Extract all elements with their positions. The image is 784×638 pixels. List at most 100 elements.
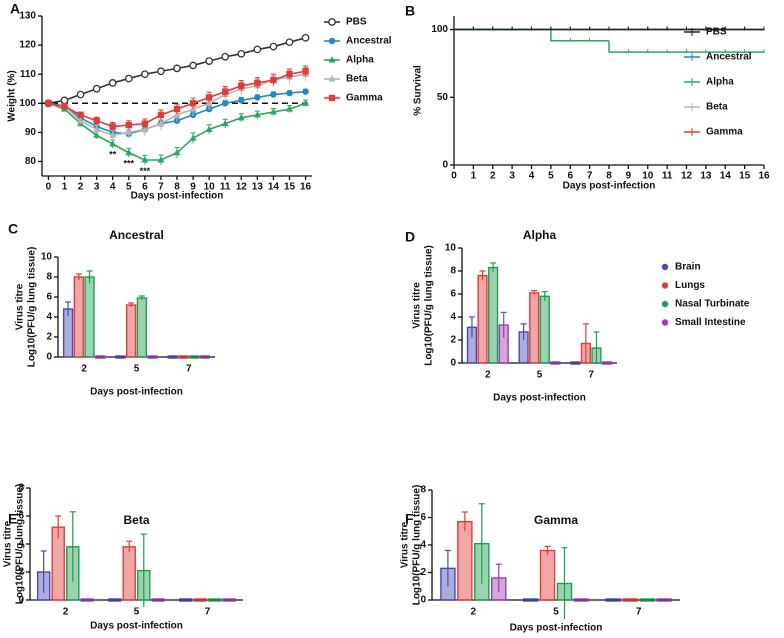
marker <box>221 119 229 127</box>
y-axis-label: Virus titre <box>15 283 26 330</box>
x-tick-label: 4 <box>529 171 535 182</box>
chart-title: Alpha <box>523 228 557 242</box>
y-tick-label: 2 <box>420 567 426 578</box>
bar <box>605 598 621 602</box>
y-tick-label: 80 <box>25 156 37 167</box>
y-tick-label: 2 <box>46 332 52 343</box>
y-tick-label: 8 <box>18 483 24 494</box>
marker <box>141 70 149 79</box>
marker <box>157 111 165 119</box>
marker <box>109 140 117 147</box>
bar <box>178 598 193 602</box>
y-axis-label: Log10(PFU/g lung tissue) <box>412 485 423 606</box>
bar <box>601 361 613 365</box>
x-tick-label: 9 <box>626 171 632 182</box>
marker <box>205 94 213 101</box>
bar <box>73 276 84 358</box>
bar <box>199 355 211 359</box>
legend-label: Nasal Turbinate <box>675 299 750 310</box>
x-tick-label: 9 <box>190 182 196 193</box>
y-tick-label: 8 <box>420 485 426 496</box>
y-tick-label: 2 <box>450 335 456 346</box>
marker <box>173 148 181 156</box>
marker <box>254 79 261 87</box>
legend-marker <box>328 94 336 102</box>
y-tick-label: 0 <box>450 358 456 369</box>
bar <box>151 598 166 602</box>
x-tick-label: 2 <box>485 370 491 381</box>
x-tick-label: 5 <box>537 370 543 381</box>
marker <box>93 125 101 133</box>
x-tick-label: 3 <box>509 171 515 182</box>
y-tick-label: 100 <box>19 98 36 109</box>
x-tick-label: 6 <box>567 171 573 182</box>
x-tick-label: 7 <box>205 607 211 618</box>
legend-label: Gamma <box>346 93 383 104</box>
marker <box>254 94 261 101</box>
annotation: ** <box>109 149 117 159</box>
marker <box>189 61 197 70</box>
bar <box>570 361 581 365</box>
bar <box>656 598 672 602</box>
x-tick-label: 15 <box>739 171 751 182</box>
marker <box>269 42 278 51</box>
x-tick-label: 14 <box>720 171 732 182</box>
marker <box>205 125 213 133</box>
bar <box>488 266 499 364</box>
bar <box>122 546 136 601</box>
marker <box>302 88 309 95</box>
panel-letter: A <box>10 1 20 17</box>
marker <box>141 120 149 127</box>
y-axis-label: Log10(PFU/g lung tissue) <box>424 245 435 366</box>
x-tick-label: 5 <box>134 607 140 618</box>
bar <box>107 598 122 602</box>
x-tick-label: 7 <box>158 182 164 193</box>
marker <box>237 113 245 121</box>
marker <box>285 105 294 112</box>
legend-marker <box>328 75 336 82</box>
y-tick-label: 0 <box>46 352 52 363</box>
marker <box>157 156 165 163</box>
y-axis-label: Virus titre <box>3 520 14 567</box>
bar <box>477 274 488 364</box>
marker <box>173 105 181 113</box>
y-axis-label: Log10(PFU/g lung tissue) <box>27 247 38 368</box>
marker <box>253 111 261 118</box>
x-tick-label: 12 <box>681 171 693 182</box>
bar <box>80 598 95 602</box>
x-tick-label: 0 <box>451 171 457 182</box>
x-tick-label: 7 <box>186 364 192 375</box>
x-tick-label: 2 <box>78 182 84 193</box>
y-tick-label: 10 <box>445 243 457 254</box>
x-tick-label: 12 <box>236 182 248 193</box>
bar <box>639 598 655 602</box>
x-tick-label: 7 <box>636 607 642 618</box>
marker <box>286 89 293 97</box>
y-axis-label: Virus titre <box>412 282 423 329</box>
y-tick-label: 0 <box>420 595 426 606</box>
x-tick-label: 13 <box>700 171 712 182</box>
annotation: *** <box>124 158 135 168</box>
bar <box>573 598 590 602</box>
legend-marker <box>661 282 669 289</box>
marker <box>77 116 85 124</box>
y-tick-label: 90 <box>25 127 37 138</box>
y-axis-label: Log10(PFU/g lung tissue) <box>15 484 26 605</box>
legend-marker <box>661 319 669 326</box>
panel-letter: B <box>405 3 415 19</box>
x-tick-label: 1 <box>62 182 68 193</box>
x-axis-label: Days post-infection <box>90 387 183 398</box>
marker <box>125 128 133 135</box>
legend-label: Beta <box>346 74 368 85</box>
bar <box>208 598 222 602</box>
legend-label: Small Intestine <box>675 317 746 328</box>
bar <box>115 355 126 359</box>
x-tick-label: 5 <box>126 182 132 193</box>
legend-marker <box>661 300 669 308</box>
y-tick-label: 6 <box>18 511 24 522</box>
marker <box>108 79 117 87</box>
marker <box>157 119 165 127</box>
bar <box>522 598 539 602</box>
legend-marker <box>328 56 336 63</box>
bar <box>457 520 473 601</box>
